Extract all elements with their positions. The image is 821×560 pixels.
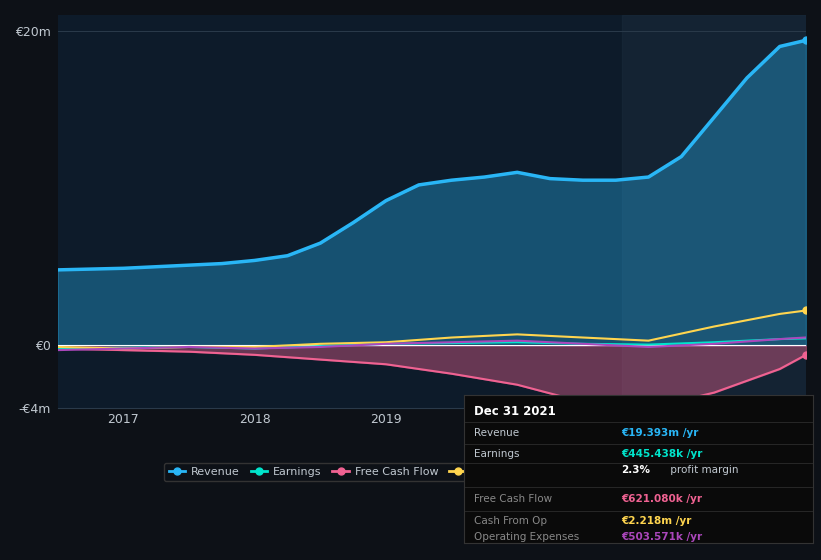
Text: Revenue: Revenue (475, 428, 520, 438)
Text: Operating Expenses: Operating Expenses (475, 532, 580, 542)
Legend: Revenue, Earnings, Free Cash Flow, Cash From Op, Operating Expenses: Revenue, Earnings, Free Cash Flow, Cash … (164, 463, 699, 482)
Text: Earnings: Earnings (475, 449, 520, 459)
Text: Free Cash Flow: Free Cash Flow (475, 494, 553, 503)
Text: €503.571k /yr: €503.571k /yr (621, 532, 702, 542)
Text: profit margin: profit margin (667, 465, 738, 475)
Text: Cash From Op: Cash From Op (475, 516, 548, 526)
Text: 2.3%: 2.3% (621, 465, 650, 475)
Text: €445.438k /yr: €445.438k /yr (621, 449, 702, 459)
Text: €621.080k /yr: €621.080k /yr (621, 494, 702, 503)
Text: €19.393m /yr: €19.393m /yr (621, 428, 698, 438)
Text: Dec 31 2021: Dec 31 2021 (475, 405, 556, 418)
Bar (622, 15, 806, 408)
Text: €2.218m /yr: €2.218m /yr (621, 516, 691, 526)
